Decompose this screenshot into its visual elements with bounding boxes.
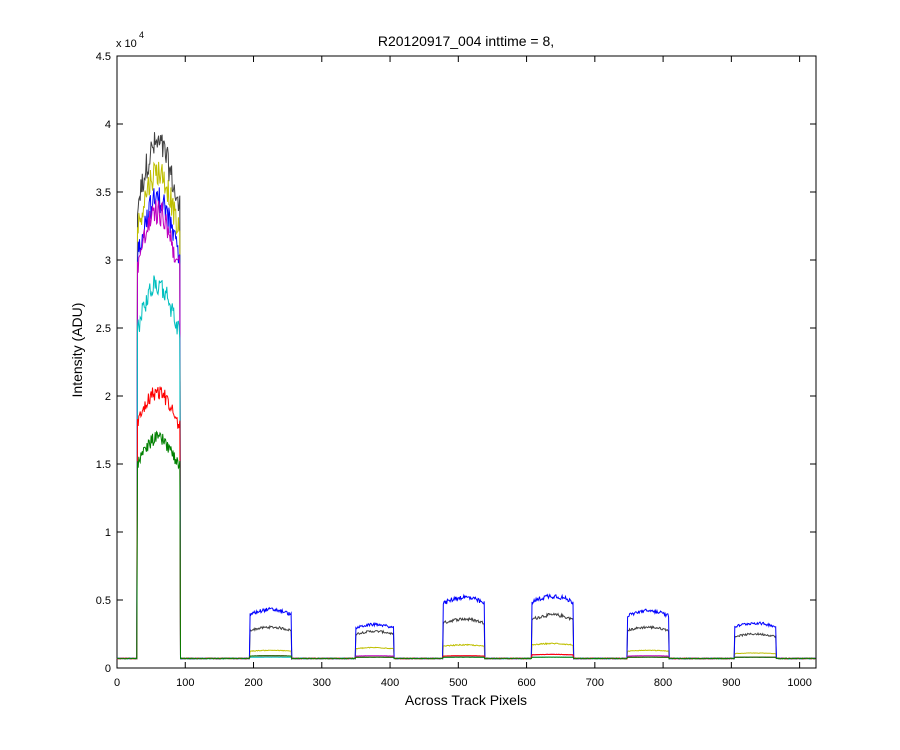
y-tick-label: 0.5 (96, 595, 111, 607)
y-ticks: 0 0.5 1 1.5 2 2.5 3 3.5 4 4.5 (96, 51, 816, 675)
x-tick-label: 1000 (787, 677, 811, 689)
y-tick-label: 3 (105, 255, 111, 267)
plot-area (116, 55, 817, 669)
y-tick-label: 0 (105, 663, 111, 675)
x-ticks: 0 100 200 300 400 500 600 700 800 900 1000 (114, 56, 812, 689)
y-exponent-base: x 10 (116, 38, 137, 50)
x-tick-label: 100 (176, 677, 194, 689)
y-tick-label: 1 (105, 527, 111, 539)
y-tick-label: 2.5 (96, 323, 111, 335)
x-tick-label: 800 (654, 677, 672, 689)
x-tick-label: 600 (517, 677, 535, 689)
y-tick-label: 4 (105, 119, 111, 131)
series-line (117, 430, 816, 660)
x-tick-label: 400 (381, 677, 399, 689)
y-tick-label: 4.5 (96, 51, 111, 63)
x-tick-label: 500 (449, 677, 467, 689)
series-layer (116, 132, 816, 661)
y-tick-label: 2 (105, 391, 111, 403)
x-tick-label: 0 (114, 677, 120, 689)
x-tick-label: 900 (722, 677, 740, 689)
y-exponent-power: 4 (139, 30, 144, 40)
y-axis-label: Intensity (ADU) (69, 303, 85, 398)
y-tick-label: 3.5 (96, 187, 111, 199)
y-tick-label: 1.5 (96, 459, 111, 471)
chart-title: R20120917_004 inttime = 8, (378, 33, 554, 49)
x-tick-label: 200 (244, 677, 262, 689)
x-tick-label: 300 (313, 677, 331, 689)
x-tick-label: 700 (586, 677, 604, 689)
x-axis-label: Across Track Pixels (405, 692, 527, 708)
